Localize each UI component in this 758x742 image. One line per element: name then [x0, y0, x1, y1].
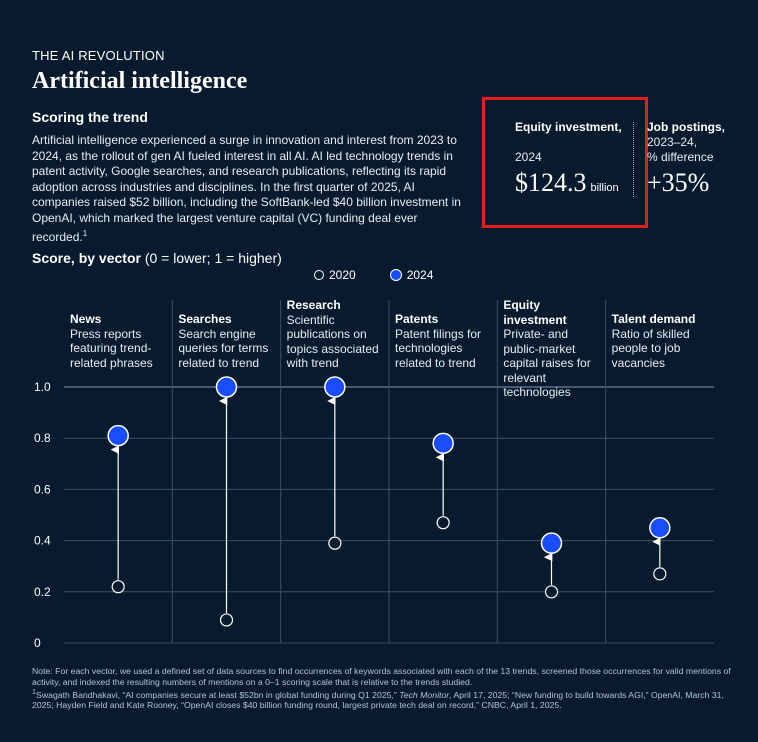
intro-paragraph: Artificial intelligence experienced a su… [32, 133, 472, 246]
marker-2024-patents [432, 432, 454, 455]
y-tick-label-0: 0 [34, 636, 41, 650]
job-postings-sublabel: 2023–24,% difference [647, 135, 714, 165]
legend-2020-label: 2020 [329, 268, 356, 282]
vector-header-patents: Patents Patent filings for technologies r… [395, 312, 495, 370]
equity-value-unit: billion [590, 182, 619, 194]
y-tick-label-0.8: 0.8 [34, 431, 51, 445]
y-tick-label-0.6: 0.6 [34, 482, 51, 496]
vector-description: Patent filings for technologies related … [395, 326, 482, 370]
vector-name: Searches [178, 312, 232, 326]
vector-name: Patents [395, 312, 439, 326]
job-postings-metric: % difference [647, 150, 714, 164]
equity-investment-value: $124.3 billion [515, 168, 619, 198]
y-tick-label-1.0: 1.0 [34, 380, 51, 394]
marker-2024-talent-demand [649, 517, 671, 539]
marker-2020-searches [219, 613, 234, 627]
marker-2024-research [324, 376, 346, 398]
source-text: 1Swagath Bandhakavi, “AI companies secur… [32, 687, 724, 711]
job-postings-label: Job postings, [647, 120, 725, 134]
marker-2020-research [328, 536, 342, 550]
vector-name: Talent demand [611, 312, 696, 326]
legend-2024-label: 2024 [406, 268, 434, 282]
marker-2024-equity-investment [540, 532, 563, 554]
vector-header-research: Research Scientific publications on topic… [287, 298, 387, 371]
vector-description: Private- and public-market capital raise… [503, 327, 591, 399]
page-title: Artificial intelligence [32, 68, 248, 94]
chart-title: Score, by vector (0 = lower; 1 = higher) [32, 250, 282, 266]
marker-2020-talent-demand [653, 567, 667, 581]
vector-name: News [70, 312, 102, 326]
chart-title-bold: Score, by vector [32, 250, 141, 266]
vector-header-news: News Press reports featuring trend-relate… [70, 312, 170, 370]
vector-header-talent-demand: Talent demand Ratio of skilled people to … [612, 312, 712, 370]
highlight-box [482, 97, 648, 228]
marker-2024-searches [215, 376, 238, 398]
job-postings-value: +35% [647, 168, 710, 197]
marker-2020-equity-investment [544, 585, 559, 599]
vector-name: Equity investment [503, 298, 567, 327]
job-postings-period: 2023–24, [647, 135, 698, 149]
equity-investment-year: 2024 [515, 150, 542, 164]
note-text: Note: For each vector, we used a defined… [32, 666, 731, 687]
intro-footnote-marker: 1 [82, 229, 88, 238]
legend-2020-marker [314, 270, 324, 280]
vector-header-searches: Searches Search engine queries for terms … [178, 312, 278, 370]
vector-description: Scientific publications on topics associ… [286, 312, 379, 371]
vector-name: Research [286, 298, 341, 312]
vector-description: Ratio of skilled people to job vacancies [611, 326, 690, 370]
equity-investment-label: Equity investment, [515, 120, 622, 134]
y-tick-label-0.2: 0.2 [34, 585, 51, 599]
legend-2024-marker [389, 269, 402, 281]
vector-description: Press reports featuring trend-related ph… [70, 326, 153, 370]
vector-description: Search engine queries for terms related … [178, 326, 269, 370]
chart-title-scale: (0 = lower; 1 = higher) [140, 250, 282, 266]
eyebrow: THE AI REVOLUTION [32, 48, 165, 63]
kpi-divider [633, 122, 634, 197]
chart-legend: 2020 2024 [314, 268, 433, 282]
intro-text: Artificial intelligence experienced a su… [32, 133, 461, 244]
equity-value-number: $124.3 [515, 168, 587, 197]
marker-2020-patents [436, 516, 450, 530]
section-subhead: Scoring the trend [32, 109, 148, 125]
vector-header-equity-investment: Equity investment Private- and public-mar… [503, 298, 603, 400]
marker-2024-news [107, 424, 129, 447]
y-tick-label-0.4: 0.4 [34, 534, 51, 548]
footnote: Note: For each vector, we used a defined… [32, 666, 732, 711]
marker-2020-news [111, 580, 125, 594]
